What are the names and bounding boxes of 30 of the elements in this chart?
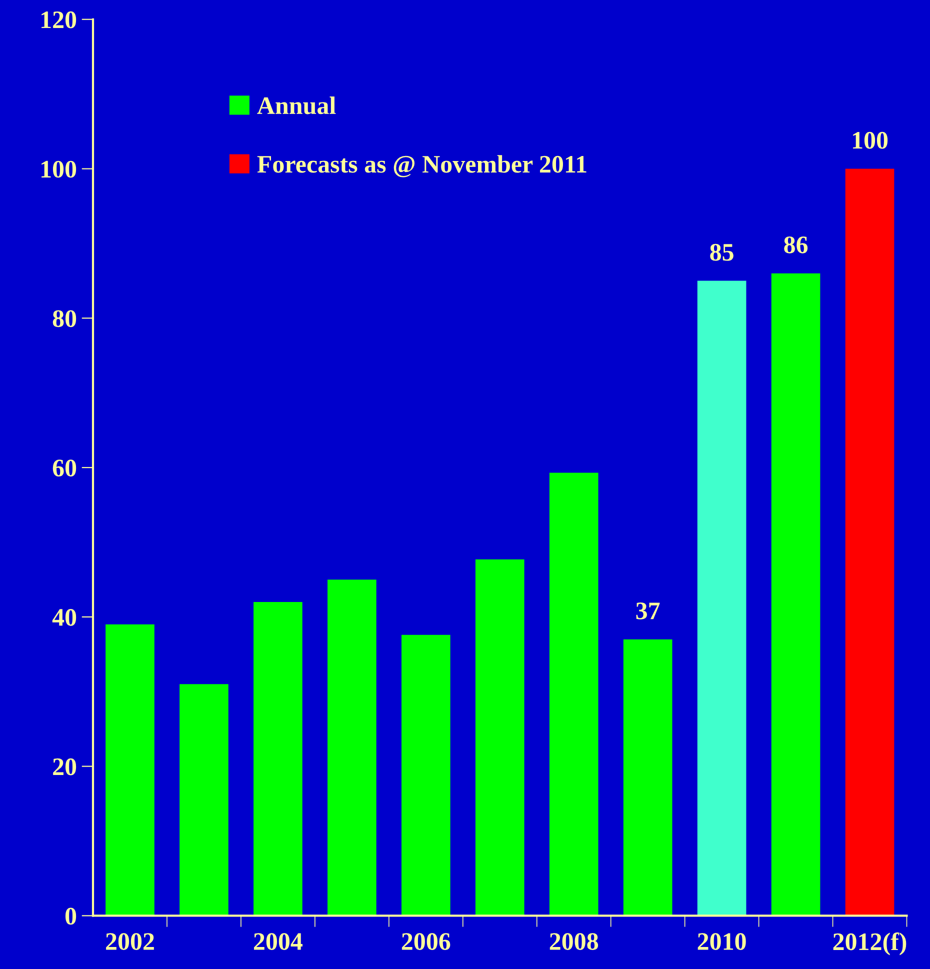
- x-tick-label: 2006: [402, 933, 450, 950]
- bar: [771, 273, 820, 916]
- legend-label: Forecasts as @ November 2011: [257, 155, 586, 178]
- y-tick-label: 120: [42, 11, 76, 28]
- bar: [623, 639, 672, 916]
- bar: [180, 684, 228, 916]
- y-tick-label: 40: [52, 608, 76, 626]
- data-label: 85: [710, 244, 734, 261]
- bar: [254, 602, 302, 916]
- bar: [475, 559, 524, 916]
- y-tick-label: 0: [65, 908, 76, 925]
- data-label: 37: [636, 602, 660, 620]
- bar: [845, 168, 894, 916]
- y-tick-label: 60: [52, 460, 76, 476]
- x-tick-label: 2008: [550, 933, 598, 950]
- data-label: 100: [853, 132, 888, 149]
- y-tick-label: 80: [52, 310, 76, 328]
- bar: [328, 580, 376, 916]
- y-tick-label: 100: [42, 160, 76, 178]
- legend-label: Annual: [257, 96, 336, 114]
- x-tick-label: 2012(f): [833, 932, 906, 956]
- x-tick-label: 2002: [106, 933, 154, 950]
- x-tick-label: 2004: [254, 933, 302, 950]
- bar: [401, 634, 450, 916]
- data-label: 86: [784, 236, 808, 254]
- bar: [697, 280, 746, 916]
- y-tick-label: 20: [53, 758, 76, 776]
- x-tick-label: 2010: [698, 933, 746, 950]
- bar: [106, 624, 154, 916]
- bar: [549, 472, 598, 916]
